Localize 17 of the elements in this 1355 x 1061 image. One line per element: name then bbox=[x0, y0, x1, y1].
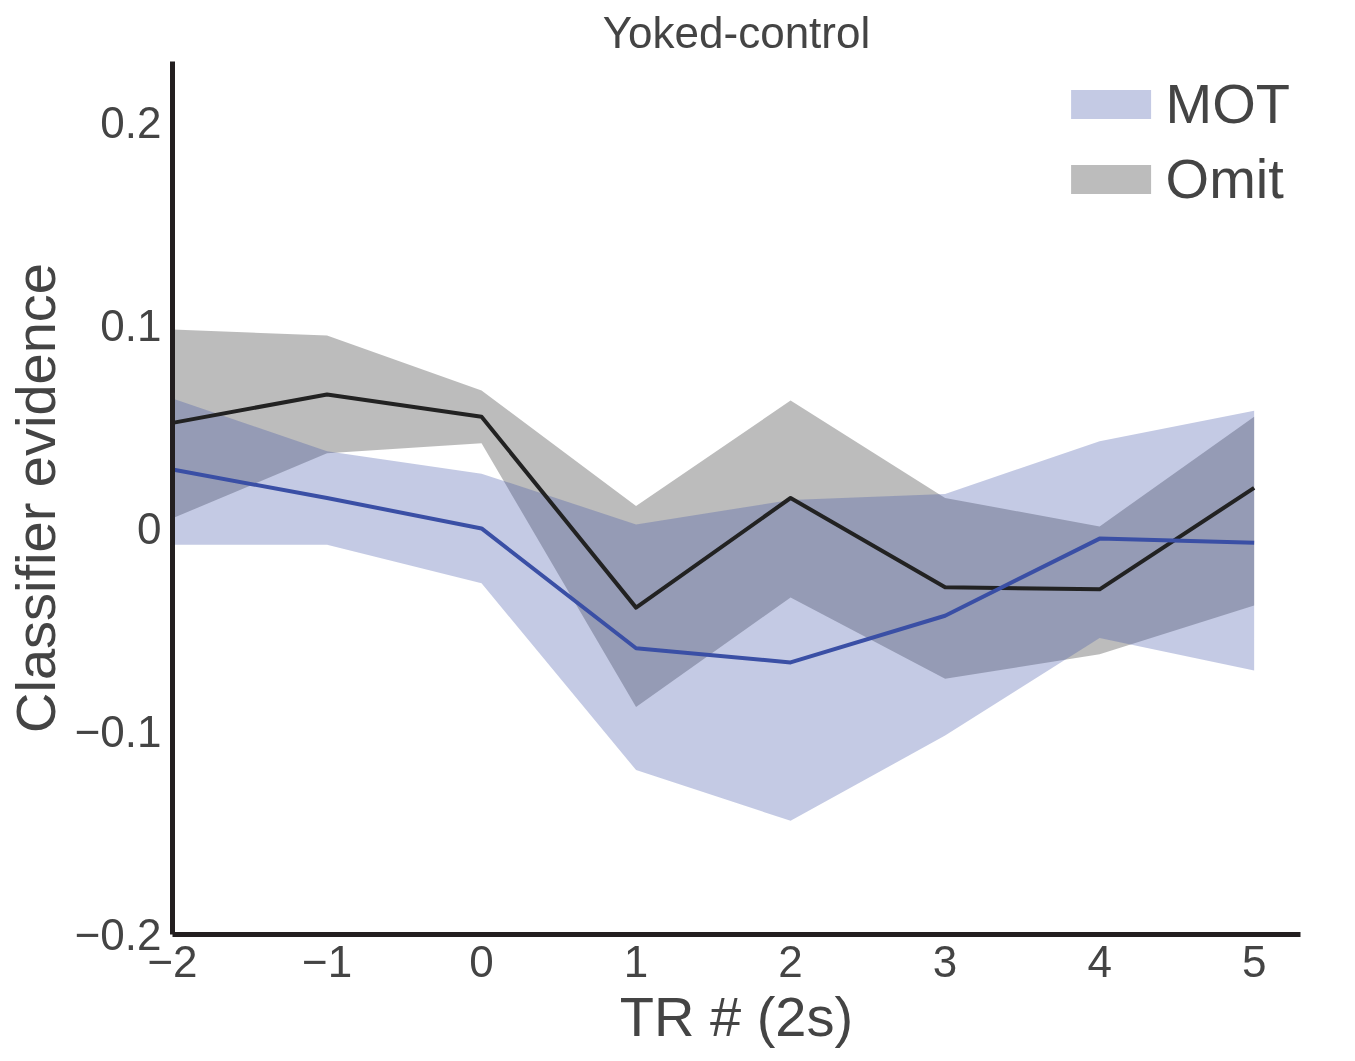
line-series bbox=[172, 467, 1257, 665]
x-tick-label: 5 bbox=[1241, 936, 1267, 986]
x-tick-label: 4 bbox=[1087, 936, 1112, 986]
y-tick-label: 0 bbox=[137, 503, 162, 553]
y-axis-title: Classifier evidence bbox=[3, 263, 67, 733]
legend-label: MOT bbox=[1165, 71, 1290, 136]
x-tick-label: −1 bbox=[301, 936, 353, 986]
y-tick-label: 0.1 bbox=[100, 300, 162, 350]
legend-label: Omit bbox=[1165, 146, 1284, 211]
x-tick-label: 1 bbox=[623, 936, 649, 986]
y-tick-label: 0.2 bbox=[100, 97, 162, 147]
x-tick-label: 0 bbox=[469, 936, 494, 986]
x-tick-label: 2 bbox=[778, 936, 803, 986]
chart-title: Yoked-control bbox=[602, 7, 871, 57]
x-tick-label: 3 bbox=[932, 936, 958, 986]
x-axis-title: TR # (2s) bbox=[619, 984, 854, 1048]
y-tick-label: −0.1 bbox=[74, 706, 162, 756]
